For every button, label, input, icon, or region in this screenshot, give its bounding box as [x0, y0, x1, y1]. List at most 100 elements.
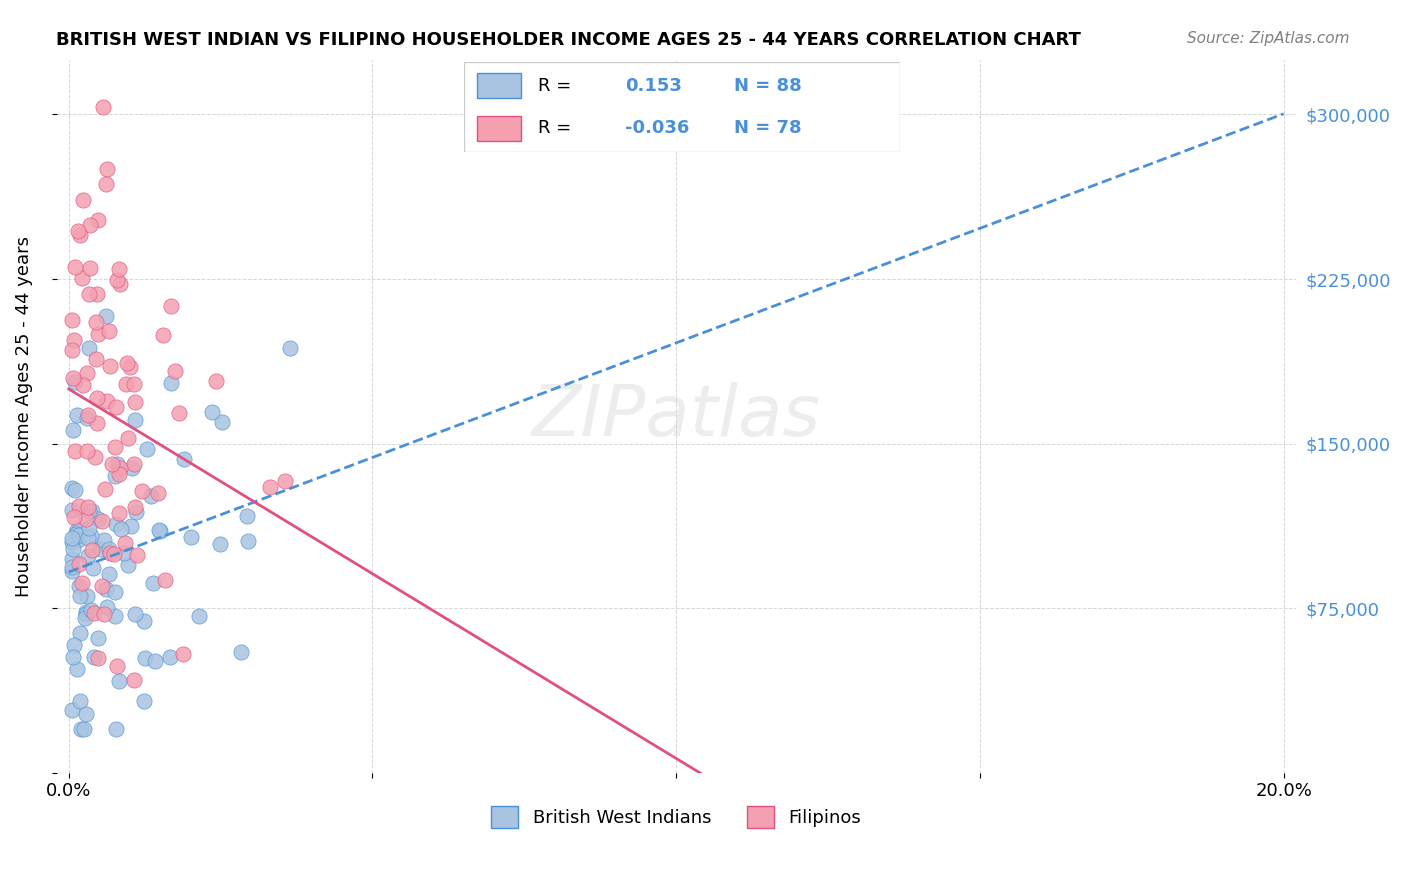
Point — [236, 534, 259, 549]
Point — [120, 519, 142, 533]
Point — [89, 541, 111, 556]
Point — [114, 536, 136, 550]
Point — [60, 703, 83, 717]
Point — [98, 567, 121, 582]
Point — [94, 582, 117, 596]
Point — [63, 260, 86, 275]
Point — [62, 371, 84, 385]
Point — [76, 531, 98, 545]
Point — [103, 585, 125, 599]
Point — [67, 528, 90, 542]
Point — [149, 524, 172, 538]
Point — [209, 536, 232, 550]
Point — [69, 626, 91, 640]
Point — [93, 533, 115, 548]
Point — [124, 395, 146, 409]
Point — [160, 299, 183, 313]
Text: ZIPatlas: ZIPatlas — [531, 382, 821, 450]
Y-axis label: Householder Income Ages 25 - 44 years: Householder Income Ages 25 - 44 years — [15, 235, 32, 597]
Point — [75, 607, 97, 622]
Point — [98, 359, 121, 373]
Point — [67, 523, 90, 537]
Point — [108, 277, 131, 291]
Point — [127, 548, 149, 562]
Text: R =: R = — [538, 120, 571, 137]
Point — [94, 482, 117, 496]
Point — [79, 218, 101, 232]
Point — [66, 224, 89, 238]
Point — [72, 377, 94, 392]
Point — [104, 469, 127, 483]
Point — [66, 409, 89, 423]
Text: N = 88: N = 88 — [734, 77, 801, 95]
Point — [84, 315, 107, 329]
Point — [148, 523, 170, 537]
Point — [80, 529, 103, 543]
Point — [142, 575, 165, 590]
Point — [107, 507, 129, 521]
Point — [80, 603, 103, 617]
Point — [132, 694, 155, 708]
Point — [121, 461, 143, 475]
Point — [125, 505, 148, 519]
Point — [75, 605, 97, 619]
Point — [67, 557, 90, 571]
Point — [72, 194, 94, 208]
Point — [80, 504, 103, 518]
Point — [77, 504, 100, 518]
Point — [60, 564, 83, 578]
Point — [118, 359, 141, 374]
Point — [65, 662, 87, 676]
Point — [65, 375, 87, 389]
Point — [76, 444, 98, 458]
Point — [211, 415, 233, 429]
Point — [98, 546, 121, 560]
Point — [77, 341, 100, 355]
Point — [75, 512, 97, 526]
Point — [104, 722, 127, 736]
Text: 0.153: 0.153 — [626, 77, 682, 95]
Point — [83, 649, 105, 664]
Point — [87, 512, 110, 526]
Point — [65, 526, 87, 541]
Point — [76, 589, 98, 603]
FancyBboxPatch shape — [464, 62, 900, 152]
Point — [93, 100, 115, 114]
Point — [63, 638, 86, 652]
Point — [60, 312, 83, 326]
Point — [60, 503, 83, 517]
Point — [104, 401, 127, 415]
Point — [124, 376, 146, 391]
Text: R =: R = — [538, 77, 571, 95]
Point — [165, 364, 187, 378]
Point — [83, 606, 105, 620]
Point — [60, 481, 83, 495]
Point — [108, 262, 131, 277]
Point — [115, 377, 138, 392]
Point — [76, 411, 98, 425]
Point — [104, 440, 127, 454]
Point — [105, 273, 128, 287]
Point — [76, 549, 98, 564]
Point — [60, 559, 83, 574]
Point — [69, 227, 91, 242]
Point — [70, 722, 93, 736]
Point — [110, 522, 132, 536]
Point — [107, 674, 129, 689]
Point — [82, 560, 104, 574]
Point — [131, 483, 153, 498]
Point — [63, 483, 86, 497]
Point — [67, 579, 90, 593]
Point — [62, 333, 84, 347]
Point — [77, 521, 100, 535]
Point — [97, 541, 120, 556]
Point — [141, 489, 163, 503]
Point — [60, 535, 83, 549]
Point — [122, 673, 145, 687]
Point — [159, 650, 181, 665]
Point — [274, 474, 297, 488]
Point — [66, 523, 89, 537]
Point — [76, 408, 98, 422]
Point — [62, 649, 84, 664]
Point — [259, 480, 281, 494]
